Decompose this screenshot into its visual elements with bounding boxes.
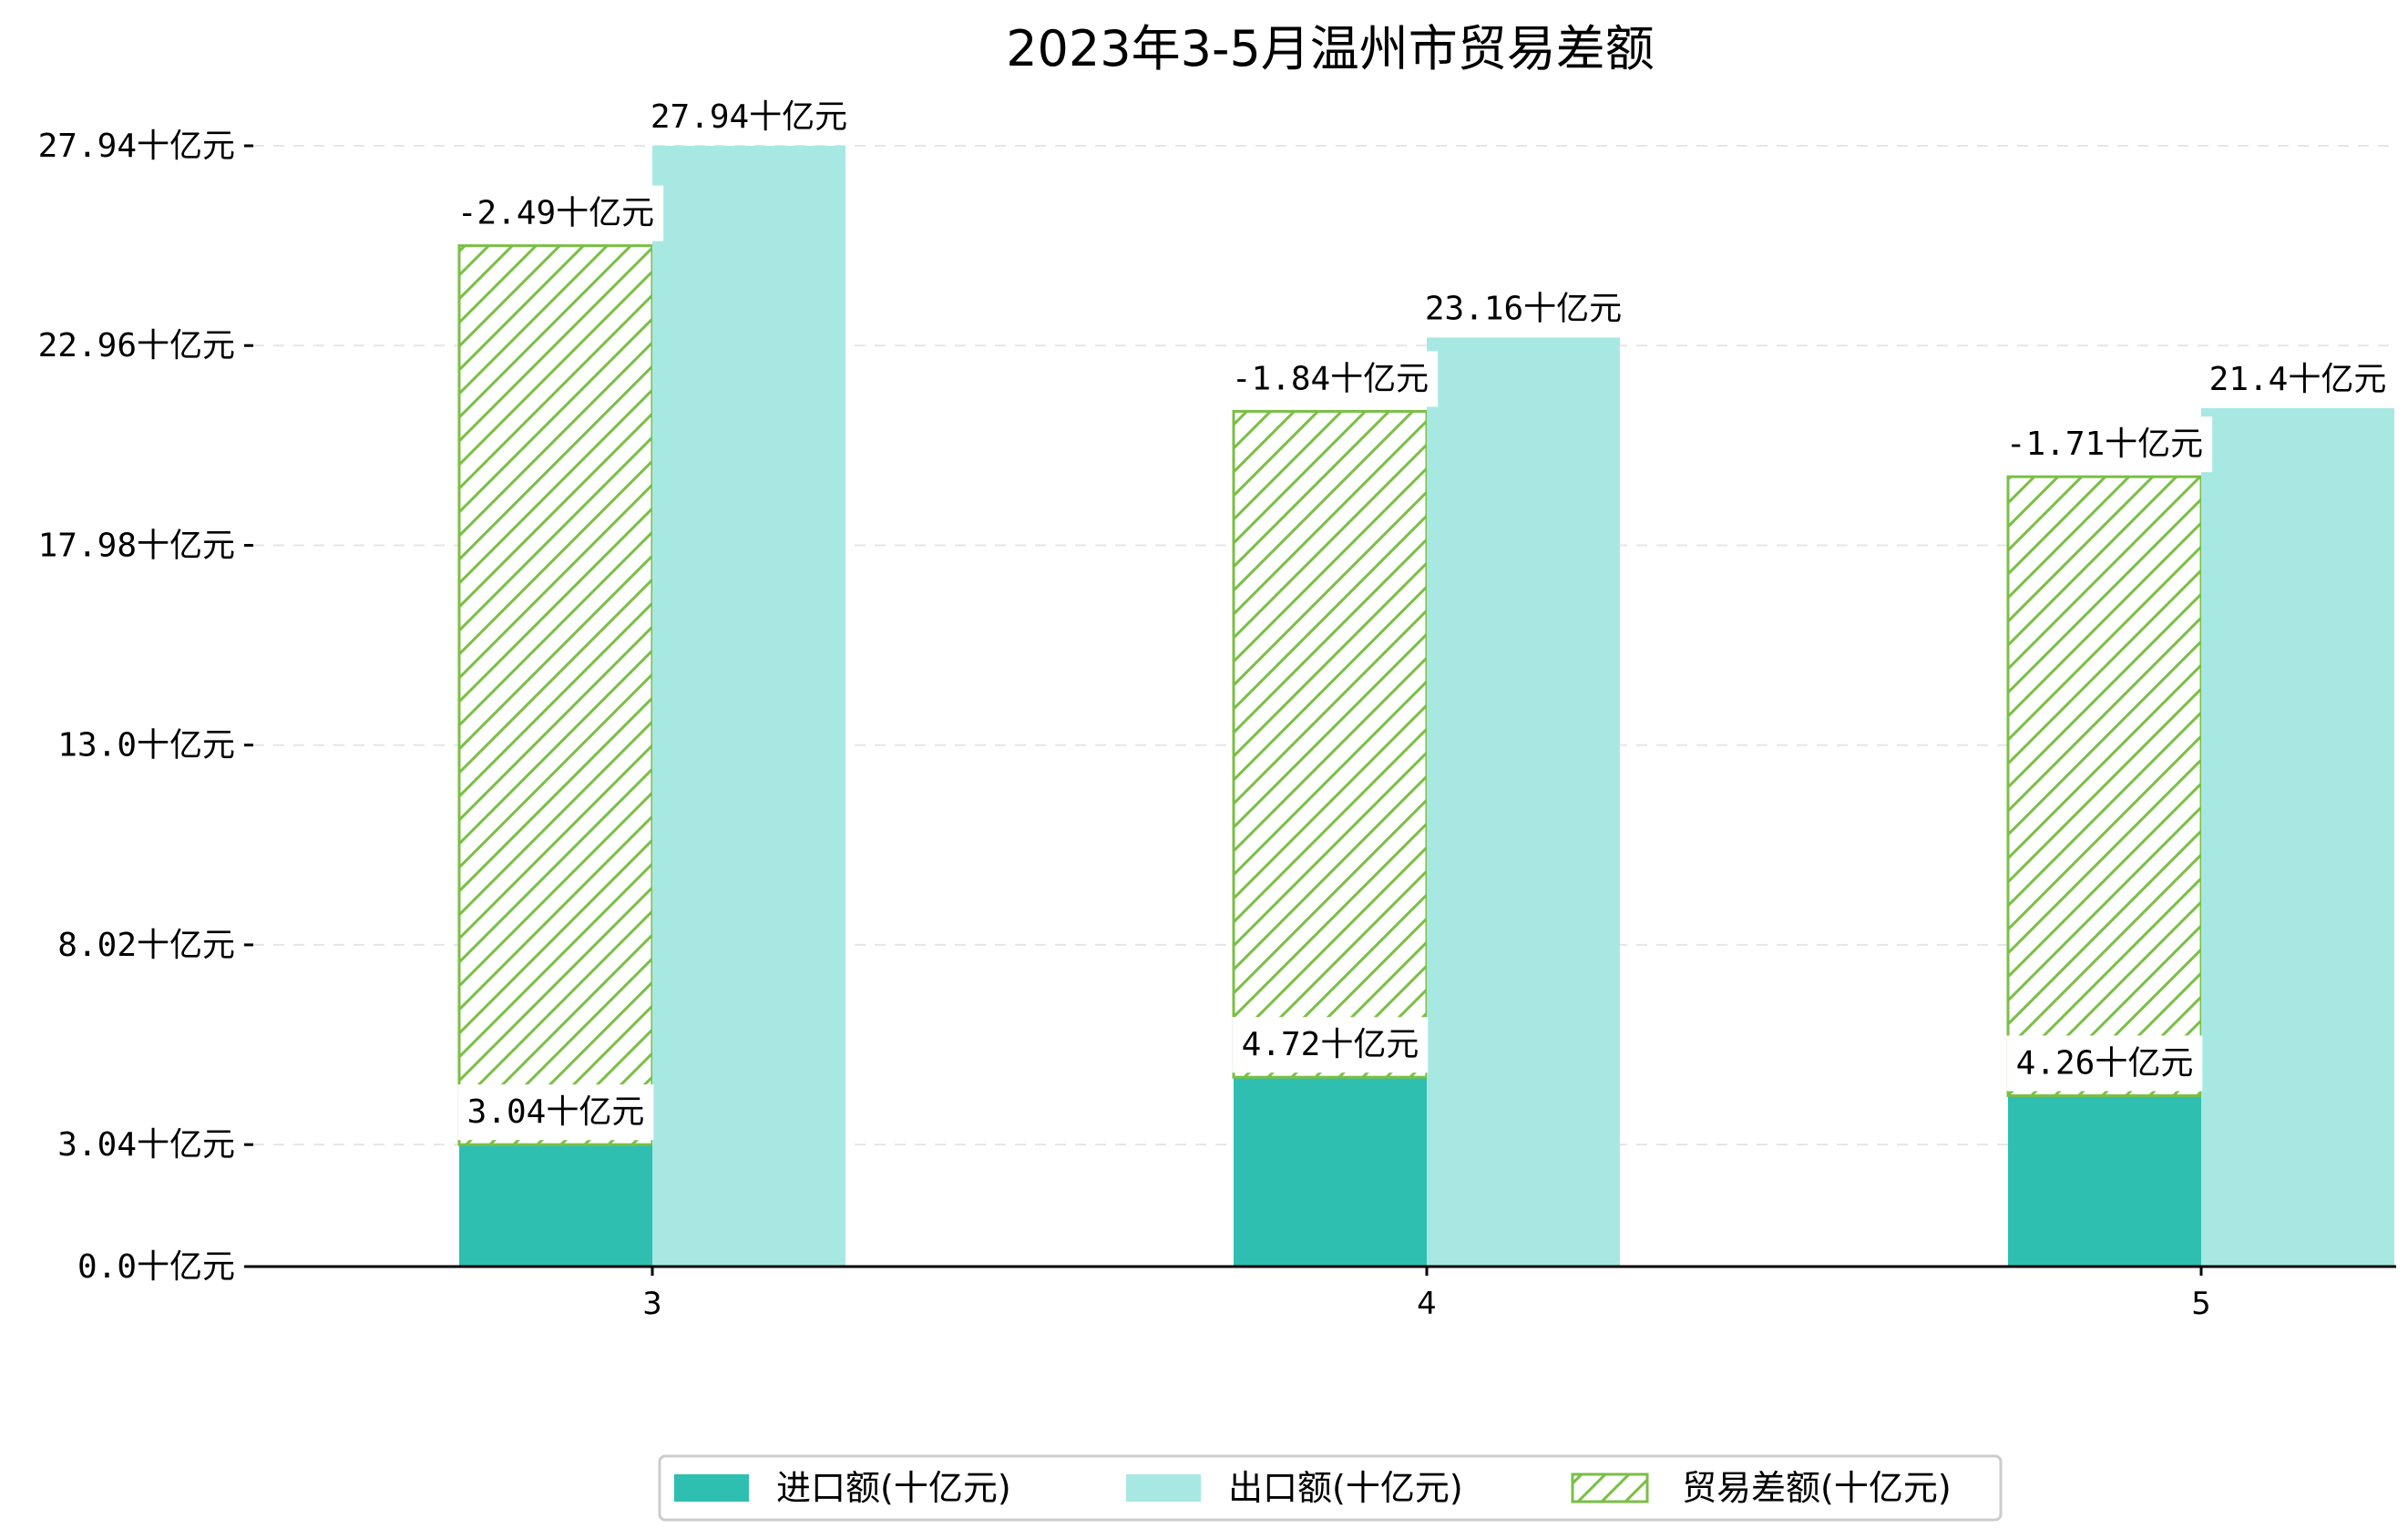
legend: 进口额(十亿元) 出口额(十亿元) 贸易差额(十亿元) [658,1454,2003,1522]
trade-balance-value-label-box [1222,351,1439,407]
chart-title: 2023年3-5月温州市贸易差额 [1006,20,1655,77]
x-tick-label: 5 [2191,1286,2211,1322]
trade-balance-value-label: -1.84十亿元 [1232,360,1429,397]
import-value-label-box [457,1084,654,1141]
trade-balance-value-label: -2.49十亿元 [457,195,654,232]
legend-frame [658,1454,2003,1522]
export-bar [2201,407,2394,1267]
import-value-label: 4.26十亿元 [2016,1044,2194,1082]
export-value-label: 23.16十亿元 [1425,290,1622,327]
y-tick-label: 17.98十亿元 [38,527,235,564]
y-tick-label: 13.0十亿元 [57,727,235,764]
x-tick-label: 3 [642,1286,662,1322]
x-axis: 3 4 5 [642,1267,2211,1322]
y-tick-label: 8.02十亿元 [57,927,235,964]
export-value-label: 27.94十亿元 [651,98,847,136]
y-tick-label: 0.0十亿元 [77,1248,235,1286]
legend-swatch-import [674,1474,749,1502]
export-value-label-box [640,89,857,145]
export-value-label: 21.4十亿元 [2209,361,2387,398]
trade-balance-bar [1232,409,1429,1079]
bars-group [457,146,2394,1267]
y-tick-label: 22.96十亿元 [38,327,235,364]
x-tick-label: 4 [1417,1286,1437,1322]
trade-balance-value-label-box [1996,416,2213,473]
legend-label-export: 出口额(十亿元) [1228,1468,1463,1508]
import-value-label: 3.04十亿元 [467,1093,645,1131]
import-value-label: 4.72十亿元 [1242,1026,1419,1063]
legend-swatch-export [1126,1474,1201,1502]
import-value-label-box [2006,1035,2203,1092]
y-axis: 0.0十亿元 3.04十亿元 8.02十亿元 13.0十亿元 17.98十亿元 22.96… [38,128,253,1286]
export-bar [652,146,845,1267]
legend-label-balance: 贸易差额(十亿元) [1682,1468,1952,1508]
y-tick-label: 3.04十亿元 [57,1126,235,1164]
import-bar [459,1144,652,1267]
trade-balance-value-label: -1.71十亿元 [2006,426,2203,463]
legend-label-import: 进口额(十亿元) [776,1468,1011,1508]
data-labels-group: 27.94十亿元 23.16十亿元 21.4十亿元 -2.49十亿元 3.04十亿元 -1… [447,89,2396,1141]
import-value-label-box [1232,1017,1429,1073]
trade-balance-bar [2006,475,2203,1097]
export-value-label-box [1415,281,1632,337]
import-bar [1234,1077,1427,1267]
import-bar [2008,1095,2201,1267]
trade-balance-bar [457,244,654,1146]
y-tick-label: 27.94十亿元 [38,128,235,165]
export-value-label-box [2199,351,2396,407]
legend-swatch-balance [1571,1472,1649,1503]
export-bar [1427,337,1620,1267]
trade-balance-value-label-box [447,185,664,241]
